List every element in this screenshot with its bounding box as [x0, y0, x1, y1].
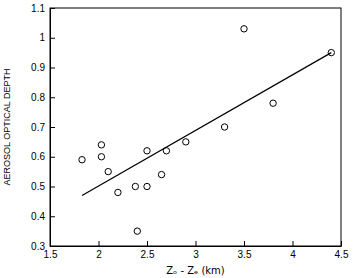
x-tick: 3: [193, 241, 199, 260]
y-tick: 0.5: [31, 181, 55, 192]
x-tick-label: 2: [96, 249, 102, 260]
y-tick-mark: [50, 157, 55, 158]
x-tick-mark: [293, 241, 294, 246]
marks: [79, 26, 335, 235]
x-tick: 4.5: [335, 241, 349, 260]
y-tick: 0.3: [31, 241, 55, 252]
y-tick-label: 1: [39, 32, 45, 43]
y-tick: 0.6: [31, 151, 55, 162]
point: [105, 168, 111, 174]
y-tick-label: 0.4: [31, 211, 45, 222]
y-tick-mark: [50, 246, 55, 247]
point: [98, 154, 104, 160]
x-tick-mark: [244, 241, 245, 246]
y-tick-label: 1.1: [31, 3, 45, 14]
y-tick: 0.9: [31, 62, 55, 73]
point: [144, 148, 150, 154]
y-tick-mark: [50, 216, 55, 217]
x-tick-label: 4: [290, 249, 296, 260]
y-tick-label: 0.8: [31, 92, 45, 103]
y-tick-label: 0.7: [31, 122, 45, 133]
y-axis: 0.3 0.4 0.5 0.6 0.7 0.8 0.9 1 1.1: [31, 3, 55, 252]
y-tick-mark: [50, 187, 55, 188]
y-tick-label: 0.5: [31, 181, 45, 192]
x-tick-mark: [341, 241, 342, 246]
y-tick: 1: [39, 32, 55, 43]
x-tick-label: 3: [193, 249, 199, 260]
point: [115, 189, 121, 195]
point: [183, 139, 189, 145]
x-tick-label: 4.5: [335, 249, 349, 260]
point: [144, 183, 150, 189]
y-tick: 0.4: [31, 211, 55, 222]
point: [132, 183, 138, 189]
x-axis-title: Zₒ - Zₑ (km): [166, 265, 225, 276]
y-axis-title: AEROSOL OPTICAL DEPTH: [2, 69, 12, 186]
y-tick-label: 0.9: [31, 62, 45, 73]
x-tick-label: 3.5: [238, 249, 252, 260]
y-tick-mark: [50, 38, 55, 39]
x-tick-label: 1.5: [44, 249, 58, 260]
y-tick: 1.1: [31, 3, 55, 14]
x-tick-mark: [196, 241, 197, 246]
plot: 1.5 2 2.5 3 3.5 4 4.5 0.3 0.4 0.5 0.6 0.7 0.8 0.9 1 1.1: [31, 3, 349, 260]
x-tick: 4: [290, 241, 296, 260]
point: [241, 26, 247, 32]
point: [98, 142, 104, 148]
point: [134, 228, 140, 234]
x-tick-mark: [147, 241, 148, 246]
point: [270, 100, 276, 106]
y-tick: 0.7: [31, 122, 55, 133]
y-tick-mark: [50, 8, 55, 9]
x-axis: 1.5 2 2.5 3 3.5 4 4.5: [44, 241, 349, 260]
x-axis-line: [51, 246, 342, 247]
frame: [50, 8, 341, 246]
fit-line: [82, 53, 331, 196]
x-tick-label: 2.5: [141, 249, 155, 260]
y-tick: 0.8: [31, 92, 55, 103]
point: [158, 171, 164, 177]
x-tick-mark: [99, 241, 100, 246]
point: [79, 157, 85, 163]
y-tick-label: 0.3: [31, 241, 45, 252]
x-tick: 3.5: [238, 241, 252, 260]
x-tick: 2.5: [141, 241, 155, 260]
y-tick-label: 0.6: [31, 151, 45, 162]
chart: 1.5 2 2.5 3 3.5 4 4.5 0.3 0.4 0.5 0.6 0.7 0.8 0.9 1 1.1…: [0, 0, 355, 278]
point: [221, 124, 227, 130]
y-tick-mark: [50, 127, 55, 128]
y-tick-mark: [50, 97, 55, 98]
x-tick: 2: [96, 241, 102, 260]
y-tick-mark: [50, 68, 55, 69]
